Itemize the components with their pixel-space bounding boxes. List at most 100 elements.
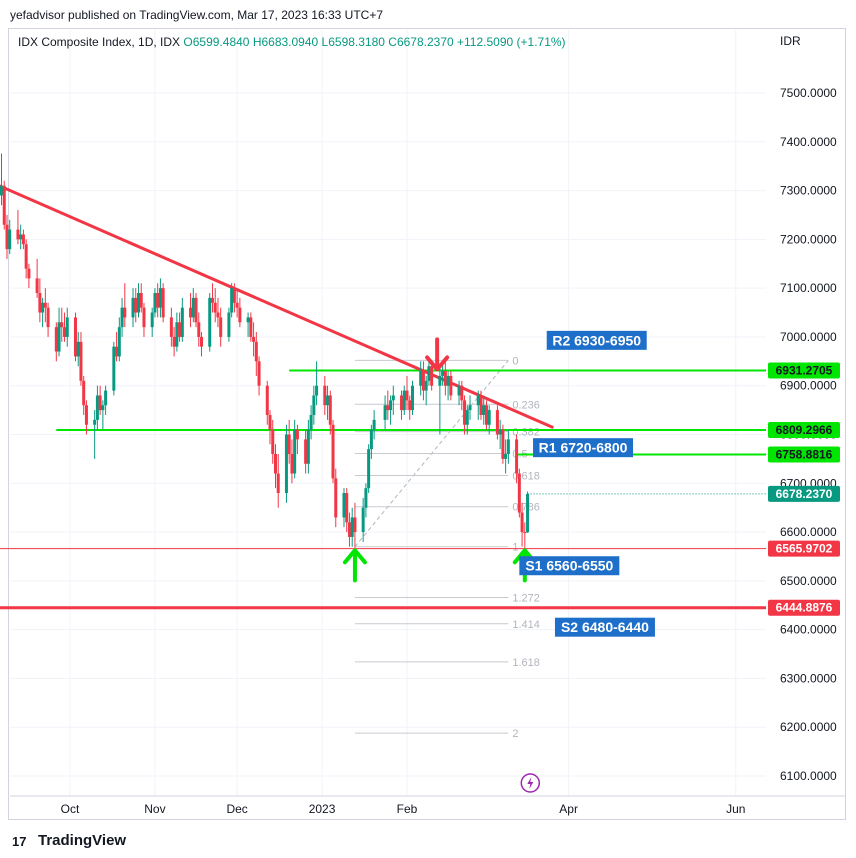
candle-body xyxy=(197,322,201,337)
candle-body xyxy=(82,380,86,406)
arrow-down-icon xyxy=(425,337,450,372)
y-tick-label: 7500.0000 xyxy=(780,86,837,100)
candle-body xyxy=(16,229,20,240)
fib-level-label: 1.414 xyxy=(512,619,540,631)
candle-body xyxy=(520,512,524,533)
zone-label-box xyxy=(554,617,655,637)
price-label-text: 6758.8816 xyxy=(776,448,833,462)
candle-body xyxy=(120,307,124,328)
candle-body xyxy=(369,429,373,450)
chart-frame[interactable] xyxy=(8,28,846,820)
y-tick-label: 7200.0000 xyxy=(780,232,837,246)
candle-body xyxy=(293,429,297,474)
fib-level-label: 1.618 xyxy=(512,657,540,669)
candle-body xyxy=(252,336,256,342)
price-labels: 6931.2705 6809.2966 6758.8816 6678.2370 6565… xyxy=(768,362,840,616)
y-tick-label: 7300.0000 xyxy=(780,184,837,198)
candle-body xyxy=(142,307,146,328)
candle-body xyxy=(331,424,335,479)
tradingview-logo-icon: 17 xyxy=(12,834,26,848)
candle-body xyxy=(304,439,308,464)
candle-body xyxy=(367,449,371,489)
zone-label: R1 6720-6800 xyxy=(533,438,634,458)
candle-body xyxy=(408,400,412,411)
candle-body xyxy=(334,478,338,518)
candle-body xyxy=(284,434,288,494)
candle-body xyxy=(24,244,28,269)
fibonacci-retracement: 00.2360.3820.50.6180.78611.2721.4141.618… xyxy=(354,355,540,740)
fib-level-label: 1 xyxy=(512,542,518,554)
price-label: 6931.2705 xyxy=(768,362,840,379)
price-label-box xyxy=(768,485,840,502)
ohlc-low: L6598.3180 xyxy=(322,35,389,49)
zone-label: R2 6930-6950 xyxy=(546,330,647,350)
x-tick-label: Nov xyxy=(144,802,165,816)
candle-body xyxy=(391,395,395,401)
candle-body xyxy=(523,532,527,534)
currency-label: IDR xyxy=(780,34,801,48)
candle-body xyxy=(495,410,499,435)
symbol-legend-text: IDX Composite Index, 1D, IDX O6599.4840 … xyxy=(18,35,566,49)
candle-body xyxy=(446,375,450,386)
price-label-box xyxy=(768,446,840,463)
candle-body xyxy=(8,229,12,250)
candle-body xyxy=(21,234,25,245)
candle-body xyxy=(353,517,357,533)
candle-body xyxy=(257,361,261,386)
zone-label: S1 6560-6550 xyxy=(519,556,620,576)
tradingview-brand[interactable]: TradingView xyxy=(38,832,127,849)
candle-body xyxy=(19,234,23,240)
candle-body xyxy=(463,400,467,425)
zone-label-text: R1 6720-6800 xyxy=(539,440,628,456)
price-label-text: 6678.2370 xyxy=(776,487,833,501)
candle-body xyxy=(424,380,428,391)
candle-body xyxy=(347,522,351,537)
y-tick-label: 6500.0000 xyxy=(780,574,837,588)
price-axis: IDR 7500.0000 7400.0000 7300.0000 7200.0000 7… xyxy=(780,34,837,783)
candle-body xyxy=(0,185,4,196)
candle-body xyxy=(290,454,294,474)
candle-body xyxy=(350,517,354,537)
candle-body xyxy=(235,302,239,308)
candle-body xyxy=(35,278,39,294)
ohlc-close: C6678.2370 xyxy=(388,35,457,49)
candle-body xyxy=(326,395,330,406)
candle-body xyxy=(84,405,88,425)
candle-body xyxy=(287,434,291,455)
arrow-head xyxy=(342,548,367,565)
candle-body xyxy=(123,307,127,318)
candle-body xyxy=(200,336,204,347)
candle-body xyxy=(117,327,121,357)
candle-body xyxy=(441,371,445,376)
candle-body xyxy=(457,385,461,396)
arrow-head xyxy=(425,355,450,372)
lightning-icon[interactable] xyxy=(520,773,541,793)
candle-body xyxy=(178,322,182,337)
candle-body xyxy=(372,419,376,430)
svg-text:17: 17 xyxy=(12,834,26,848)
candle-body xyxy=(38,293,42,313)
candle-body xyxy=(468,405,472,411)
y-tick-label: 7100.0000 xyxy=(780,281,837,295)
y-tick-label: 6400.0000 xyxy=(780,623,837,637)
candle-body xyxy=(191,297,195,318)
x-tick-label: Jun xyxy=(726,802,745,816)
candle-body xyxy=(487,410,491,425)
price-label-box xyxy=(768,362,840,379)
candle-body xyxy=(479,395,483,415)
candle-body xyxy=(73,317,77,357)
price-label-text: 6931.2705 xyxy=(776,363,833,377)
candle-body xyxy=(65,317,69,337)
candle-body xyxy=(402,390,406,411)
candle-body xyxy=(238,307,242,323)
zone-label-box xyxy=(533,438,634,458)
price-label: 6809.2966 xyxy=(768,421,840,438)
candle-body xyxy=(438,375,442,386)
candle-body xyxy=(63,327,67,337)
candle-body xyxy=(150,312,154,328)
candle-body xyxy=(276,473,280,494)
fib-level-label: 0 xyxy=(512,355,518,367)
candle-body xyxy=(246,317,250,323)
candle-body xyxy=(41,302,45,313)
